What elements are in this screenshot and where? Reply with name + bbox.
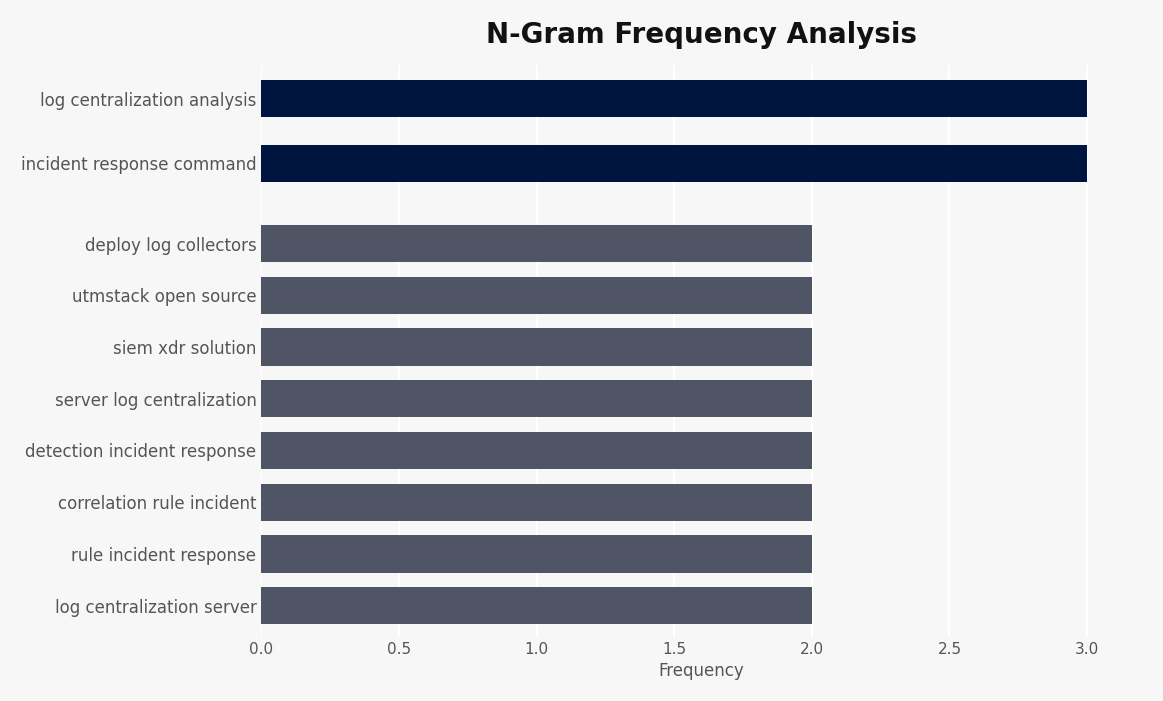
Bar — [262, 328, 812, 366]
X-axis label: Frequency: Frequency — [659, 662, 744, 680]
Title: N-Gram Frequency Analysis: N-Gram Frequency Analysis — [486, 21, 918, 49]
Bar — [262, 536, 812, 573]
Bar — [262, 484, 812, 521]
Bar — [262, 80, 1087, 117]
Bar — [262, 225, 812, 262]
Bar — [262, 277, 812, 314]
Bar — [262, 144, 1087, 182]
Bar — [262, 432, 812, 469]
Bar — [262, 587, 812, 625]
Bar — [262, 380, 812, 417]
